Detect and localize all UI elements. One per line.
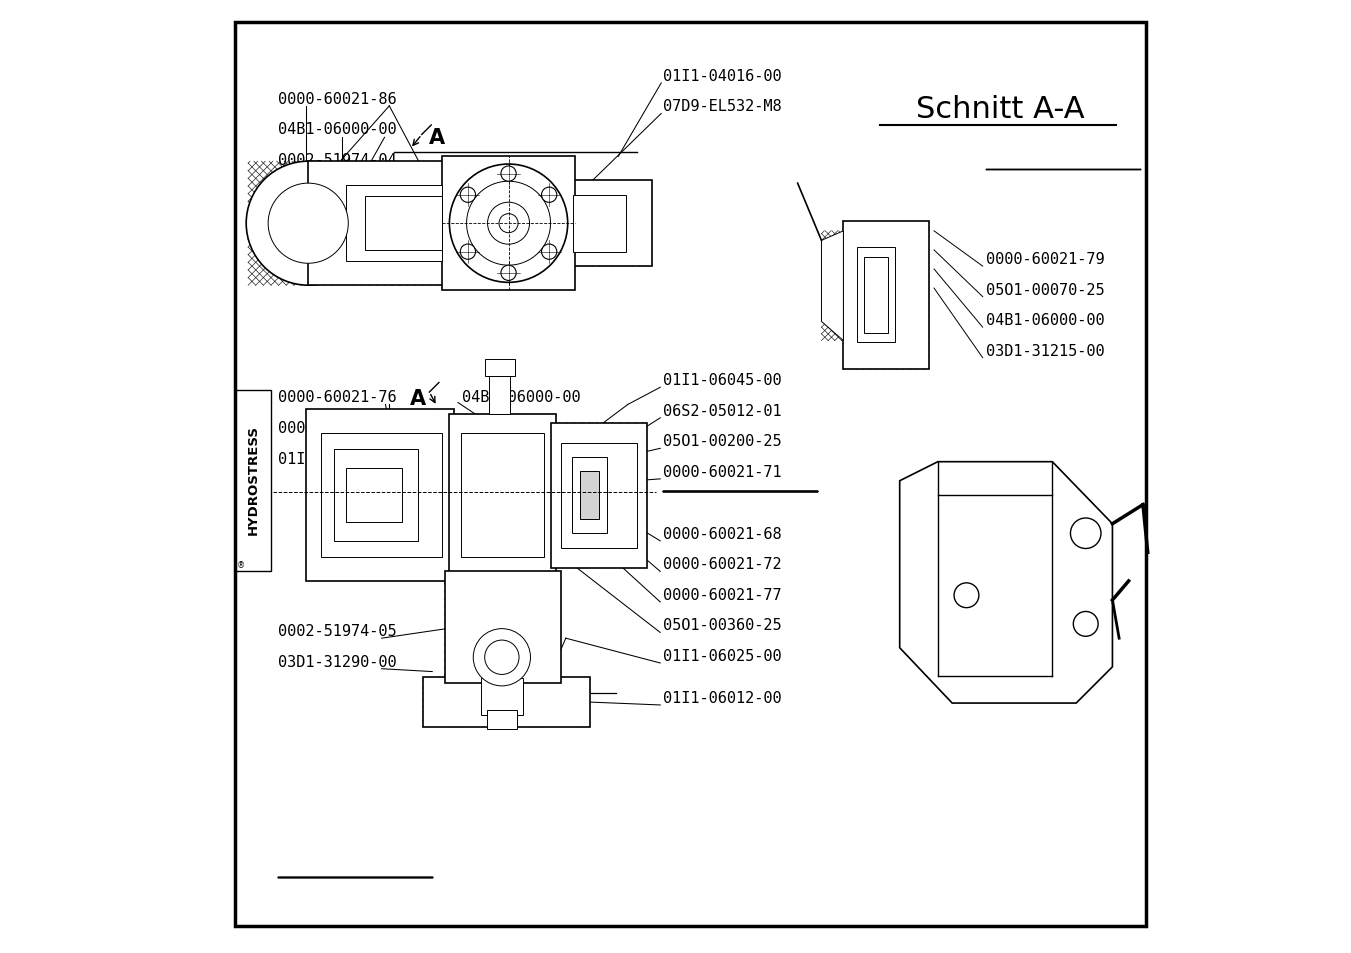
Bar (423, 678, 589, 727)
Bar (366, 197, 442, 251)
Text: 06S2-05012-01: 06S2-05012-01 (663, 403, 782, 418)
Bar (573, 457, 607, 534)
Text: A: A (428, 129, 444, 148)
Text: 01I1-06012-00: 01I1-06012-00 (663, 690, 782, 705)
Circle shape (466, 182, 550, 266)
Circle shape (542, 188, 557, 203)
Circle shape (501, 266, 516, 281)
Text: 0000-60021-77: 0000-60021-77 (663, 587, 782, 602)
Text: 0000-60021-86: 0000-60021-86 (278, 91, 396, 107)
Text: 01I2-06016-00: 01I2-06016-00 (278, 451, 396, 466)
Circle shape (542, 245, 557, 260)
Circle shape (461, 245, 476, 260)
Bar (481, 679, 523, 715)
Text: 04B1-06000-00: 04B1-06000-00 (278, 122, 396, 137)
Text: Schnitt A-A: Schnitt A-A (916, 95, 1085, 124)
Text: 01I1-06025-00: 01I1-06025-00 (663, 648, 782, 663)
Text: 01I1-04016-00: 01I1-04016-00 (663, 69, 782, 84)
Circle shape (461, 188, 476, 203)
Text: 0000-60021-69: 0000-60021-69 (278, 420, 396, 436)
Circle shape (488, 203, 530, 245)
Bar (346, 186, 442, 262)
Text: HYDROSTRESS: HYDROSTRESS (246, 424, 259, 535)
Text: 0000-60021-71: 0000-60021-71 (663, 464, 782, 479)
Text: 01I1-06045-00: 01I1-06045-00 (663, 373, 782, 388)
Bar (580, 472, 600, 519)
Polygon shape (821, 232, 843, 341)
Circle shape (1073, 612, 1098, 637)
Circle shape (501, 167, 516, 182)
Bar (307, 410, 454, 581)
Circle shape (954, 583, 979, 608)
Bar (320, 434, 442, 558)
Bar (461, 434, 544, 558)
Text: 03D1-31290-00: 03D1-31290-00 (278, 654, 396, 669)
Bar (485, 359, 515, 376)
Bar (235, 391, 272, 572)
Circle shape (473, 629, 531, 686)
Bar (450, 415, 557, 577)
Polygon shape (843, 222, 929, 370)
Text: A: A (409, 389, 426, 408)
Bar (573, 181, 651, 267)
Bar (551, 423, 647, 568)
Circle shape (450, 165, 567, 283)
Polygon shape (900, 462, 1112, 703)
Text: 04B1-06000-00: 04B1-06000-00 (985, 313, 1104, 328)
Text: ®: ® (238, 560, 246, 570)
Bar (442, 157, 576, 291)
Text: 05O1-00200-25: 05O1-00200-25 (663, 434, 782, 449)
Text: 0000-60021-79: 0000-60021-79 (985, 252, 1104, 267)
Bar (486, 710, 517, 729)
Circle shape (485, 640, 519, 675)
Text: 03D1-31215-00: 03D1-31215-00 (985, 343, 1104, 358)
Bar (489, 376, 511, 415)
Text: 0000-60021-76: 0000-60021-76 (278, 390, 396, 405)
Circle shape (499, 214, 517, 233)
Bar (561, 443, 638, 548)
Text: 0000-60021-72: 0000-60021-72 (663, 557, 782, 572)
Circle shape (246, 162, 370, 286)
Bar (865, 257, 888, 334)
Text: 07D9-EL532-M8: 07D9-EL532-M8 (663, 99, 782, 114)
Circle shape (267, 184, 349, 264)
Bar (857, 248, 894, 343)
Text: 05O1-00360-25: 05O1-00360-25 (663, 618, 782, 633)
Text: 0002-51974-04: 0002-51974-04 (278, 152, 396, 168)
Bar (308, 162, 444, 286)
Text: 0000-60021-68: 0000-60021-68 (663, 526, 782, 541)
Bar (346, 469, 401, 522)
Bar (573, 195, 626, 253)
Circle shape (1070, 518, 1101, 549)
Text: 05O1-00070-25: 05O1-00070-25 (985, 282, 1104, 297)
Bar (334, 450, 417, 541)
Text: 0002-51974-05: 0002-51974-05 (278, 623, 396, 639)
Bar (444, 572, 561, 683)
Text: 04B1-06000-00: 04B1-06000-00 (462, 390, 581, 405)
